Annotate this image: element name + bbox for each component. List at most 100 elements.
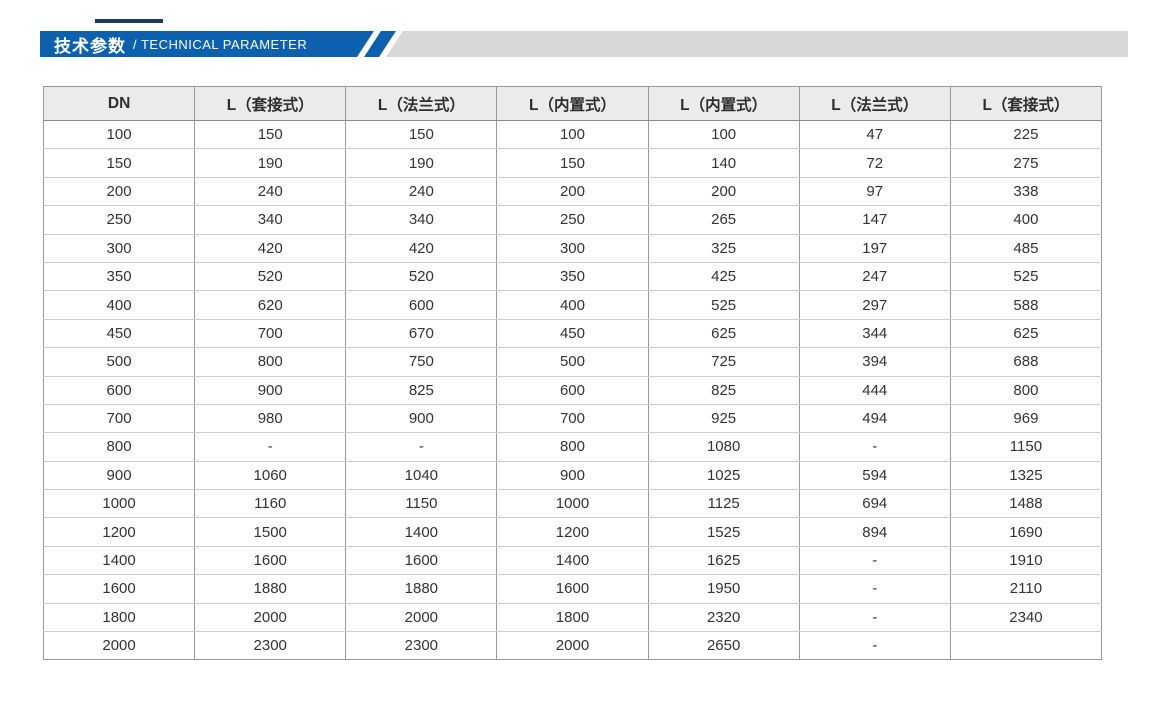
- navy-accent-line: [95, 19, 163, 23]
- table-cell: 825: [345, 375, 498, 405]
- table-cell: 1025: [647, 460, 800, 491]
- column-header: L（套接式）: [949, 86, 1103, 121]
- table-cell: 800: [194, 347, 347, 377]
- table-cell: 500: [496, 347, 649, 377]
- table-cell: [949, 631, 1103, 661]
- table-cell: 200: [496, 176, 649, 207]
- banner-blue-ribbon: [40, 31, 374, 57]
- banner-gray-bar: [386, 31, 1128, 57]
- table-cell: 485: [949, 233, 1103, 263]
- table-cell: 750: [345, 347, 498, 377]
- table-cell: -: [798, 602, 951, 633]
- table-row: 150 190 190 150 140 72 275: [42, 148, 1103, 178]
- table-cell: 150: [42, 148, 196, 178]
- table-cell: 425: [647, 261, 800, 292]
- table-cell: 600: [42, 375, 196, 405]
- table-cell: 900: [42, 460, 196, 491]
- table-cell: 1600: [42, 574, 196, 604]
- table-cell: 1488: [949, 489, 1103, 519]
- table-cell: 400: [949, 205, 1103, 235]
- table-cell: 1160: [194, 489, 347, 519]
- table-cell: 600: [496, 375, 649, 405]
- table-cell: 2340: [949, 602, 1103, 633]
- table-cell: -: [345, 432, 498, 462]
- column-header: L（内置式）: [496, 86, 649, 121]
- table-cell: 150: [194, 119, 347, 150]
- table-cell: 1880: [194, 574, 347, 604]
- table-cell: 2650: [647, 631, 800, 661]
- table-cell: 800: [496, 432, 649, 462]
- table-cell: 247: [798, 261, 951, 292]
- table-row: 2000 2300 2300 2000 2650-: [42, 631, 1103, 661]
- table-row: 700 980 900 700 925 494 969: [42, 403, 1103, 434]
- table-cell: 1000: [42, 489, 196, 519]
- table-cell: 338: [949, 176, 1103, 207]
- table-row: 800- -800 1080-1150: [42, 432, 1103, 462]
- table-row: 1400 1600 1600 1400 1625-1910: [42, 545, 1103, 576]
- table-cell: 1125: [647, 489, 800, 519]
- table-cell: -: [194, 432, 347, 462]
- table-row: 300 420 420 300 325 197 485: [42, 233, 1103, 263]
- table-cell: 1500: [194, 517, 347, 547]
- table-cell: 600: [345, 290, 498, 320]
- table-cell: -: [798, 631, 951, 661]
- table-cell: 494: [798, 403, 951, 434]
- table-cell: 1400: [345, 517, 498, 547]
- table-cell: 140: [647, 148, 800, 178]
- table-cell: 1400: [42, 545, 196, 576]
- table-cell: 1800: [496, 602, 649, 633]
- table-cell: 1690: [949, 517, 1103, 547]
- table-cell: 625: [647, 318, 800, 349]
- table-cell: 1800: [42, 602, 196, 633]
- banner-blue-stripe: [364, 31, 396, 57]
- table-cell: 969: [949, 403, 1103, 434]
- table-cell: 700: [42, 403, 196, 434]
- section-title-zh: 技术参数: [54, 36, 126, 56]
- table-cell: 800: [42, 432, 196, 462]
- table-cell: 300: [496, 233, 649, 263]
- table-cell: 250: [496, 205, 649, 235]
- table-cell: 825: [647, 375, 800, 405]
- table-cell: 594: [798, 460, 951, 491]
- table-row: 1600 1880 1880 1600 1950-2110: [42, 574, 1103, 604]
- table-cell: 350: [496, 261, 649, 292]
- table-cell: 1600: [345, 545, 498, 576]
- table-cell: 300: [42, 233, 196, 263]
- table-row: 350 520 520 350 425 247 525: [42, 261, 1103, 292]
- table-cell: 340: [345, 205, 498, 235]
- table-cell: 520: [194, 261, 347, 292]
- table-cell: 2000: [194, 602, 347, 633]
- table-cell: 1600: [496, 574, 649, 604]
- table-cell: 700: [194, 318, 347, 349]
- table-cell: 265: [647, 205, 800, 235]
- table-cell: 670: [345, 318, 498, 349]
- table-cell: 1400: [496, 545, 649, 576]
- table-cell: 800: [949, 375, 1103, 405]
- table-cell: 1325: [949, 460, 1103, 491]
- table-cell: 2000: [345, 602, 498, 633]
- table-cell: 197: [798, 233, 951, 263]
- table-cell: 450: [496, 318, 649, 349]
- table-row: 250 340 340 250 265 147 400: [42, 205, 1103, 235]
- table-cell: 1150: [949, 432, 1103, 462]
- table-cell: 725: [647, 347, 800, 377]
- table-row: 200 240 240 200 200 97 338: [42, 176, 1103, 207]
- table-body: 100 150 150 100 100 47 225 150 190 190 150 140 72 275…: [42, 119, 1103, 661]
- table-cell: 1880: [345, 574, 498, 604]
- table-cell: 1150: [345, 489, 498, 519]
- table-row: 100 150 150 100 100 47 225: [42, 119, 1103, 150]
- table-cell: 2320: [647, 602, 800, 633]
- table-cell: 200: [42, 176, 196, 207]
- table-cell: 1950: [647, 574, 800, 604]
- table-row: 600 900 825 600 825 444 800: [42, 375, 1103, 405]
- table-cell: 700: [496, 403, 649, 434]
- column-header: L（法兰式）: [345, 86, 498, 121]
- table-cell: 190: [345, 148, 498, 178]
- table-cell: 1910: [949, 545, 1103, 576]
- table-row: 500 800 750 500 725 394 688: [42, 347, 1103, 377]
- table-row: 450 700 670 450 625 344 625: [42, 318, 1103, 349]
- table-cell: 190: [194, 148, 347, 178]
- table-cell: 625: [949, 318, 1103, 349]
- table-cell: 325: [647, 233, 800, 263]
- table-cell: 72: [798, 148, 951, 178]
